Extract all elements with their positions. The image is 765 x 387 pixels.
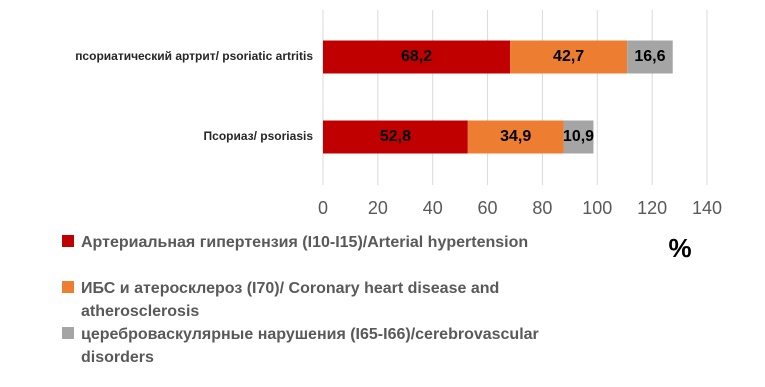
y-tick-label: псориатический артрит/ psoriatic artriti… [75,49,313,63]
data-label: 16,6 [634,48,665,65]
x-tick-label: 140 [692,198,722,218]
x-tick-label: 80 [532,198,552,218]
bar-segment [627,40,673,74]
data-label: 42,7 [553,48,584,65]
bar-segment [323,40,511,74]
legend-label: ИБС и атеросклероз (I70)/ Coronary heart… [81,280,500,320]
legend-swatch [62,281,74,293]
bar-segment [510,40,628,74]
legend-item: цереброваскулярные нарушения (I65-I66)/c… [62,323,582,369]
y-tick-label: Псориаз/ psoriasis [204,129,314,143]
x-tick-label: 100 [582,198,612,218]
legend-swatch [62,327,74,339]
bar-segment [323,120,468,154]
data-label: 68,2 [401,48,432,65]
data-label: 10,9 [563,128,594,145]
x-tick-label: 40 [423,198,443,218]
x-tick-label: 120 [637,198,667,218]
legend-label: цереброваскулярные нарушения (I65-I66)/c… [81,326,539,366]
legend-item: Артериальная гипертензия (I10-I15)/Arter… [62,231,582,254]
bar-segment [563,120,594,154]
x-tick-label: 20 [368,198,388,218]
legend-label: Артериальная гипертензия (I10-I15)/Arter… [81,234,529,251]
bar-segment [467,120,564,154]
data-label: 34,9 [500,128,531,145]
data-label: 52,8 [380,128,411,145]
legend-item: ИБС и атеросклероз (I70)/ Coronary heart… [62,277,582,323]
legend-swatch [62,235,74,247]
x-tick-label: 0 [318,198,328,218]
x-tick-label: 60 [478,198,498,218]
x-axis-label: % [668,233,691,263]
